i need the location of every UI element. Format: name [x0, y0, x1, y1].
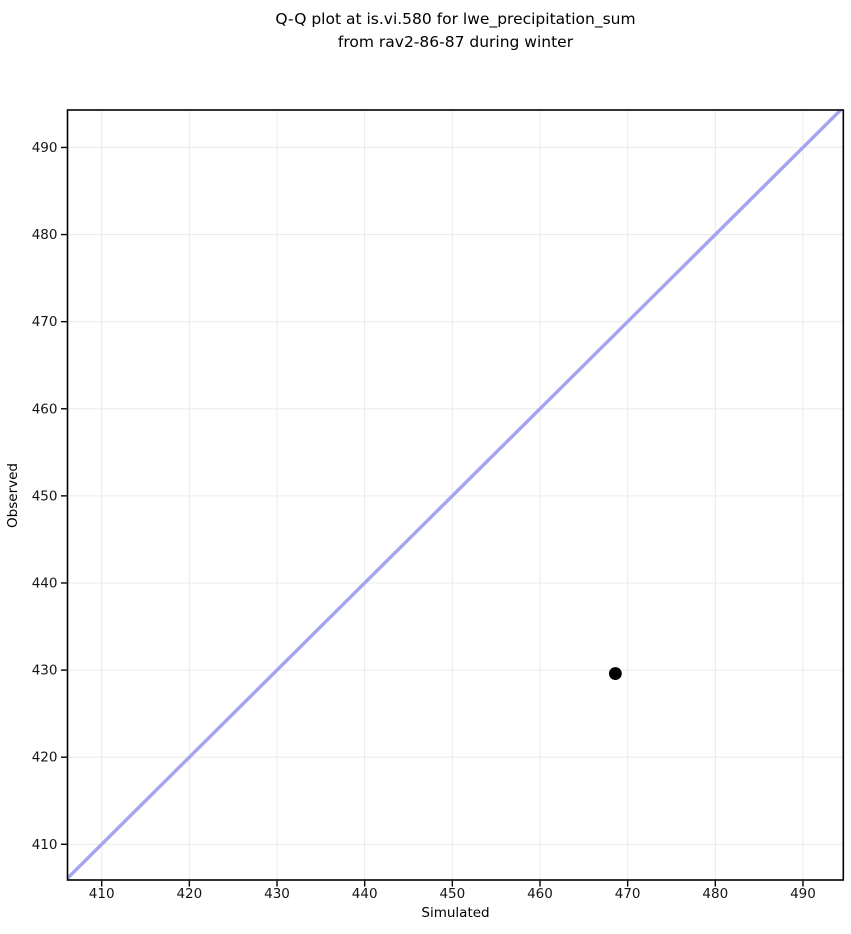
chart-title-line2: from rav2-86-87 during winter: [337, 33, 574, 51]
y-tick-label: 490: [32, 140, 58, 156]
x-tick-label: 490: [790, 886, 816, 902]
x-tick-label: 470: [615, 886, 641, 902]
x-tick-label: 460: [527, 886, 553, 902]
identity-line: [67, 110, 844, 880]
y-tick-label: 410: [32, 837, 58, 853]
y-axis-label-wrap: Observed: [2, 110, 24, 880]
x-axis-label: Simulated: [421, 905, 490, 921]
y-tick-label: 440: [32, 575, 58, 591]
data-point: [608, 667, 622, 680]
y-tick-label: 470: [32, 314, 58, 330]
y-tick-label: 450: [32, 488, 58, 504]
y-tick-label: 480: [32, 227, 58, 243]
x-tick-label: 480: [702, 886, 728, 902]
y-tick-label: 430: [32, 663, 58, 679]
plot-border: [66, 109, 845, 881]
x-tick-label: 450: [439, 886, 465, 902]
x-tick-label: 440: [352, 886, 378, 902]
x-tick-label: 420: [176, 886, 202, 902]
x-tick-label: 430: [264, 886, 290, 902]
y-axis-label: Observed: [5, 462, 21, 528]
chart-title: Q-Q plot at is.vi.580 for lwe_precipitat…: [60, 8, 851, 54]
x-tick-label: 410: [89, 886, 115, 902]
chart-title-line1: Q-Q plot at is.vi.580 for lwe_precipitat…: [275, 10, 636, 28]
y-tick-label: 460: [32, 401, 58, 417]
y-tick-label: 420: [32, 750, 58, 766]
